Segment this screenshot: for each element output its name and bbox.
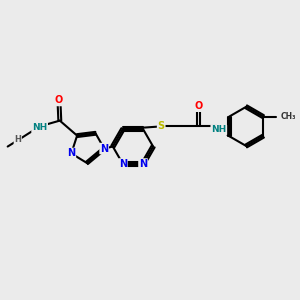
Text: CH₃: CH₃ (280, 112, 296, 121)
Text: N: N (100, 144, 108, 154)
Text: O: O (194, 101, 203, 111)
Text: N: N (139, 159, 147, 169)
Text: H: H (14, 135, 21, 144)
Text: N: N (67, 148, 75, 158)
Text: NH: NH (211, 125, 226, 134)
Text: O: O (55, 95, 63, 106)
Text: NH: NH (32, 123, 47, 132)
Text: N: N (119, 159, 127, 169)
Text: S: S (158, 122, 165, 131)
